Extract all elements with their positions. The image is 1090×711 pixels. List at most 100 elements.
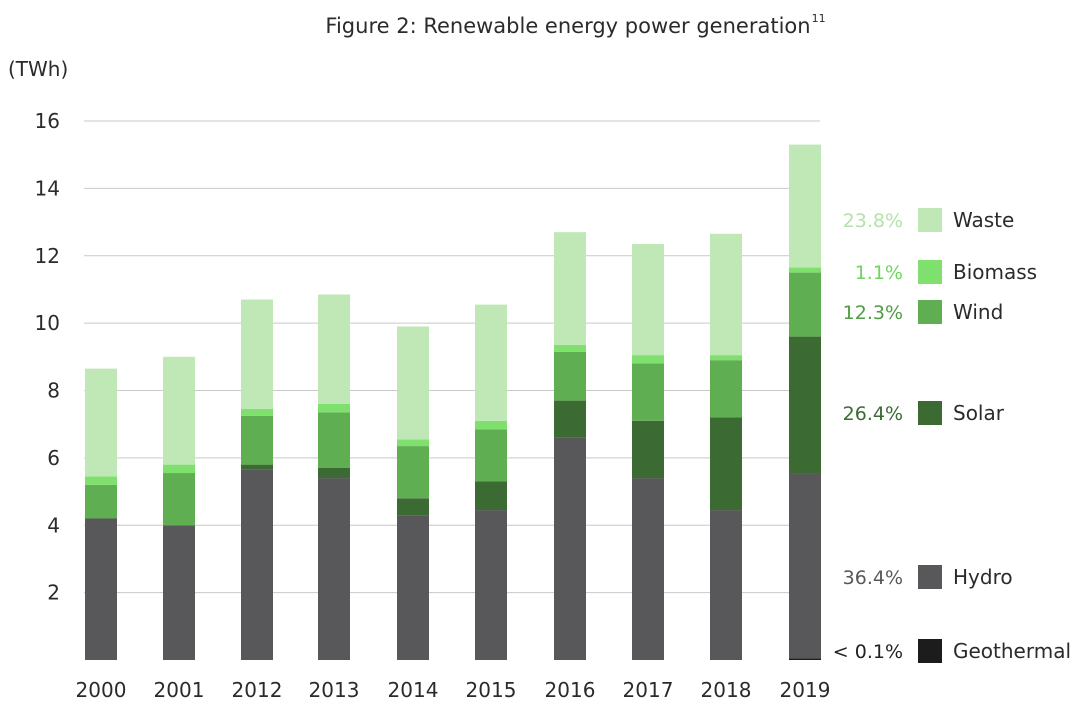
bar-segment-hydro-2018 [710,510,742,660]
bar-segment-biomass-2013 [318,403,350,413]
bar-segment-hydro-2017 [632,478,664,660]
legend-item-waste: 23.8% Waste [843,208,1014,232]
bar-segment-wind-2019 [789,272,821,337]
bar-segment-solar-2017 [632,420,664,479]
legend-share-label: 23.8% [843,210,903,232]
bar-segment-wind-2001 [163,473,195,526]
legend-share-label: 1.1% [855,262,903,284]
bar-segment-wind-2018 [710,360,742,418]
bar-segment-waste-2018 [710,233,742,356]
x-tick-label: 2017 [623,678,674,702]
bar-stack-2000 [85,368,117,660]
bar-segment-waste-2000 [85,368,117,477]
bar-segment-waste-2019 [789,144,821,268]
bar-segment-solar-2018 [710,417,742,511]
y-tick-label: 10 [35,311,60,335]
bar-segment-hydro-2013 [318,478,350,660]
chart-title: Figure 2: Renewable energy power generat… [325,14,810,38]
y-tick-label: 8 [47,379,60,403]
bar-segment-geothermal-2019 [789,658,821,660]
bar-segment-solar-2016 [554,400,586,438]
y-tick-label: 6 [47,446,60,470]
legend-label: Hydro [953,565,1013,589]
bar-segment-hydro-2015 [475,510,507,660]
bar-segment-hydro-2019 [789,473,821,659]
bar-segment-hydro-2000 [85,518,117,660]
y-tick-label: 16 [35,109,60,133]
x-tick-label: 2018 [701,678,752,702]
bar-stack-2015 [475,304,507,660]
bar-segment-waste-2014 [397,326,429,440]
bar-segment-waste-2015 [475,304,507,421]
bar-stack-2018 [710,233,742,660]
x-tick-label: 2013 [309,678,360,702]
bar-stack-2014 [397,326,429,660]
legend-label: Solar [953,401,1005,425]
x-tick-label: 2016 [545,678,596,702]
bar-stack-2013 [318,294,350,660]
bar-segment-waste-2012 [241,299,273,410]
bar-segment-hydro-2001 [163,525,195,660]
bar-segment-wind-2015 [475,429,507,482]
y-axis-unit-label: (TWh) [8,57,68,81]
bar-segment-waste-2016 [554,232,586,346]
bar-segment-solar-2013 [318,467,350,479]
gridlines [84,120,820,594]
bar-segment-biomass-2015 [475,420,507,430]
legend-item-solar: 26.4% Solar [843,401,1005,425]
bar-segment-wind-2013 [318,412,350,468]
x-tick-label: 2012 [232,678,283,702]
x-tick-label: 2015 [466,678,517,702]
bar-segment-waste-2017 [632,243,664,356]
legend-share-label: 26.4% [843,403,903,425]
bar-segment-wind-2012 [241,415,273,465]
bar-segment-biomass-2019 [789,267,821,273]
bar-segment-biomass-2017 [632,355,664,364]
bar-segment-biomass-2016 [554,345,586,352]
legend-label: Biomass [953,260,1037,284]
legend-swatch [918,639,942,663]
legend-item-hydro: 36.4% Hydro [843,565,1013,589]
bar-segment-biomass-2012 [241,409,273,416]
legend-swatch [918,565,942,589]
bar-segment-hydro-2014 [397,515,429,660]
y-axis-ticks: 2 4 6 8 10 12 14 16 [35,109,60,605]
legend-item-wind: 12.3% Wind [843,300,1003,324]
bar-segment-hydro-2016 [554,437,586,660]
x-tick-label: 2014 [388,678,439,702]
x-tick-label: 2000 [76,678,127,702]
legend-label: Geothermal [953,639,1071,663]
bar-segment-solar-2019 [789,336,821,474]
bar-segment-waste-2001 [163,356,195,465]
bar-segment-biomass-2000 [85,476,117,485]
legend-share-label: 12.3% [843,302,903,324]
legend-item-geothermal: < 0.1% Geothermal [833,639,1071,663]
legend-swatch [918,401,942,425]
bar-stack-2017 [632,243,664,660]
legend-label: Wind [953,300,1003,324]
x-tick-label: 2019 [780,678,831,702]
bar-segment-biomass-2018 [710,355,742,361]
bar-segment-solar-2015 [475,481,507,511]
legend-swatch [918,300,942,324]
legend: < 0.1% Geothermal 36.4% Hydro 26.4% Solar 12.3… [833,208,1071,663]
bar-segment-hydro-2012 [241,469,273,660]
bar-segment-wind-2000 [85,484,117,519]
bars [85,144,821,660]
y-tick-label: 12 [35,244,60,268]
bar-stack-2001 [163,356,195,660]
bar-stack-2019 [789,144,821,660]
x-tick-label: 2001 [154,678,205,702]
bar-segment-biomass-2014 [397,439,429,447]
bar-segment-wind-2016 [554,351,586,401]
chart-title-group: Figure 2: Renewable energy power generat… [325,12,825,38]
y-tick-label: 2 [47,581,60,605]
bar-segment-biomass-2001 [163,464,195,474]
x-axis-ticks: 2000 2001 2012 2013 2014 2015 2016 2017 2018 2019 [76,678,831,702]
legend-label: Waste [953,208,1014,232]
bar-segment-wind-2017 [632,363,664,421]
legend-share-label: 36.4% [843,567,903,589]
legend-swatch [918,260,942,284]
bar-segment-wind-2014 [397,446,429,499]
